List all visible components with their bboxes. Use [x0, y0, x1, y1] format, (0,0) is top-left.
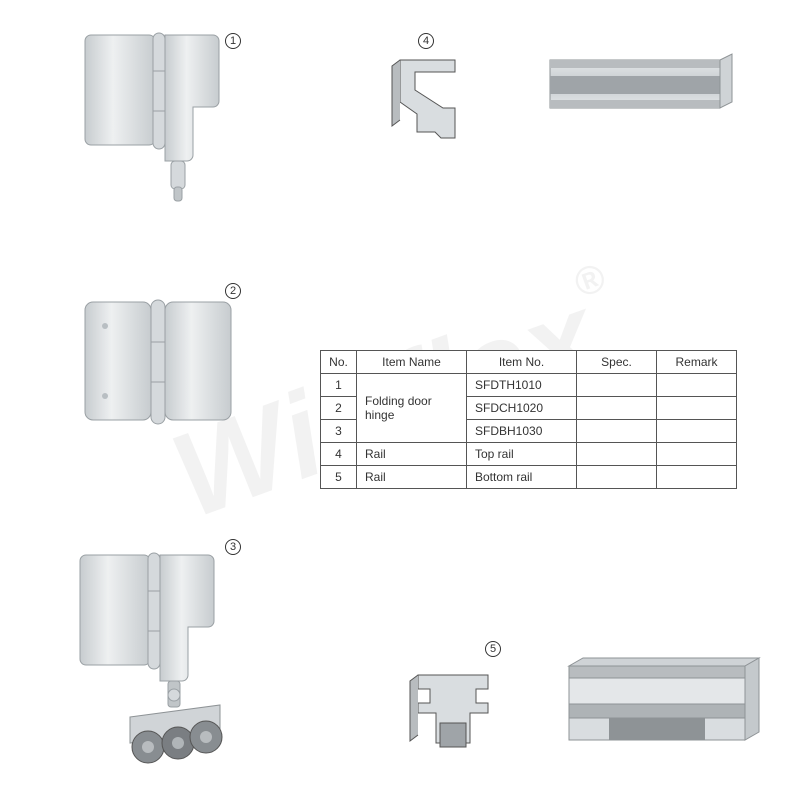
th-remark: Remark: [657, 351, 737, 374]
cell-name: Rail: [357, 466, 467, 489]
th-spec: Spec.: [577, 351, 657, 374]
part-5-bottom-rail: [555, 648, 765, 763]
cell-item: SFDTH1010: [467, 374, 577, 397]
part-4-top-rail-profile: [380, 45, 490, 155]
cell-name: Folding door hinge: [357, 374, 467, 443]
cell-remark: [657, 374, 737, 397]
cell-item: SFDBH1030: [467, 420, 577, 443]
spec-table: No. Item Name Item No. Spec. Remark 1Fol…: [320, 350, 737, 489]
cell-remark: [657, 443, 737, 466]
cell-no: 3: [321, 420, 357, 443]
cell-name: Rail: [357, 443, 467, 466]
cell-no: 2: [321, 397, 357, 420]
cell-remark: [657, 466, 737, 489]
th-name: Item Name: [357, 351, 467, 374]
cell-spec: [577, 466, 657, 489]
cell-spec: [577, 397, 657, 420]
cell-remark: [657, 420, 737, 443]
cell-item: SFDCH1020: [467, 397, 577, 420]
cell-no: 1: [321, 374, 357, 397]
cell-remark: [657, 397, 737, 420]
part-3-bottom-hinge: [70, 545, 270, 775]
th-item: Item No.: [467, 351, 577, 374]
table-header-row: No. Item Name Item No. Spec. Remark: [321, 351, 737, 374]
cell-item: Bottom rail: [467, 466, 577, 489]
part-1-top-hinge: [75, 25, 235, 215]
table-row: 4RailTop rail: [321, 443, 737, 466]
part-5-bottom-rail-profile: [400, 655, 520, 770]
part-4-top-rail: [540, 50, 740, 130]
th-no: No.: [321, 351, 357, 374]
table-row: 1Folding door hingeSFDTH1010: [321, 374, 737, 397]
cell-no: 4: [321, 443, 357, 466]
cell-no: 5: [321, 466, 357, 489]
part-2-center-hinge: [75, 290, 245, 440]
cell-item: Top rail: [467, 443, 577, 466]
table-row: 5RailBottom rail: [321, 466, 737, 489]
table-body: 1Folding door hingeSFDTH10102SFDCH10203S…: [321, 374, 737, 489]
cell-spec: [577, 374, 657, 397]
watermark-reg: ®: [568, 255, 613, 307]
cell-spec: [577, 420, 657, 443]
cell-spec: [577, 443, 657, 466]
